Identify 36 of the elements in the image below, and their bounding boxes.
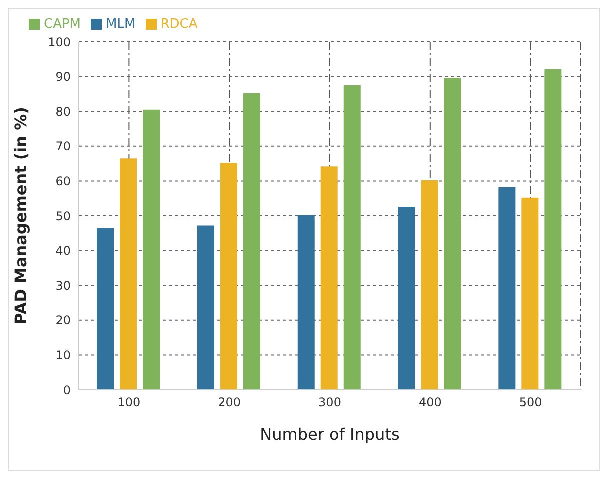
y-tick-label: 70 xyxy=(56,140,71,154)
y-tick-label: 30 xyxy=(56,278,71,293)
legend-label: MLM xyxy=(106,17,136,32)
y-tick-label: 50 xyxy=(56,209,71,224)
y-tick-label: 10 xyxy=(56,348,71,362)
y-tick-label: 100 xyxy=(48,35,71,50)
x-tick-label: 200 xyxy=(218,396,242,410)
bar xyxy=(421,180,438,390)
bar xyxy=(444,78,462,390)
legend-label: RDCA xyxy=(160,17,198,32)
bar xyxy=(344,86,361,390)
x-tick-label: 400 xyxy=(418,396,442,410)
y-tick-label: 20 xyxy=(56,314,71,328)
bar xyxy=(243,94,260,390)
legend-label: CAPM xyxy=(44,17,82,32)
x-tick-label: 500 xyxy=(519,396,542,410)
bar xyxy=(498,187,516,390)
bar xyxy=(544,69,562,390)
x-axis-title: Number of Inputs xyxy=(260,425,400,444)
bar xyxy=(120,158,138,390)
bar xyxy=(522,198,539,390)
bar xyxy=(220,163,238,390)
bar xyxy=(197,226,214,390)
y-tick-label: 60 xyxy=(56,174,71,188)
bar xyxy=(398,206,416,390)
bar xyxy=(320,166,338,390)
bar xyxy=(298,215,315,390)
bar xyxy=(97,228,114,390)
y-tick-label: 80 xyxy=(56,104,71,119)
x-tick-label: 100 xyxy=(118,396,141,410)
y-tick-label: 0 xyxy=(63,383,71,398)
y-tick-label: 90 xyxy=(56,70,71,84)
y-tick-label: 40 xyxy=(56,244,71,258)
y-axis-title: PAD Management (in %) xyxy=(12,107,31,325)
bar xyxy=(143,110,160,390)
x-tick-label: 300 xyxy=(318,396,342,410)
